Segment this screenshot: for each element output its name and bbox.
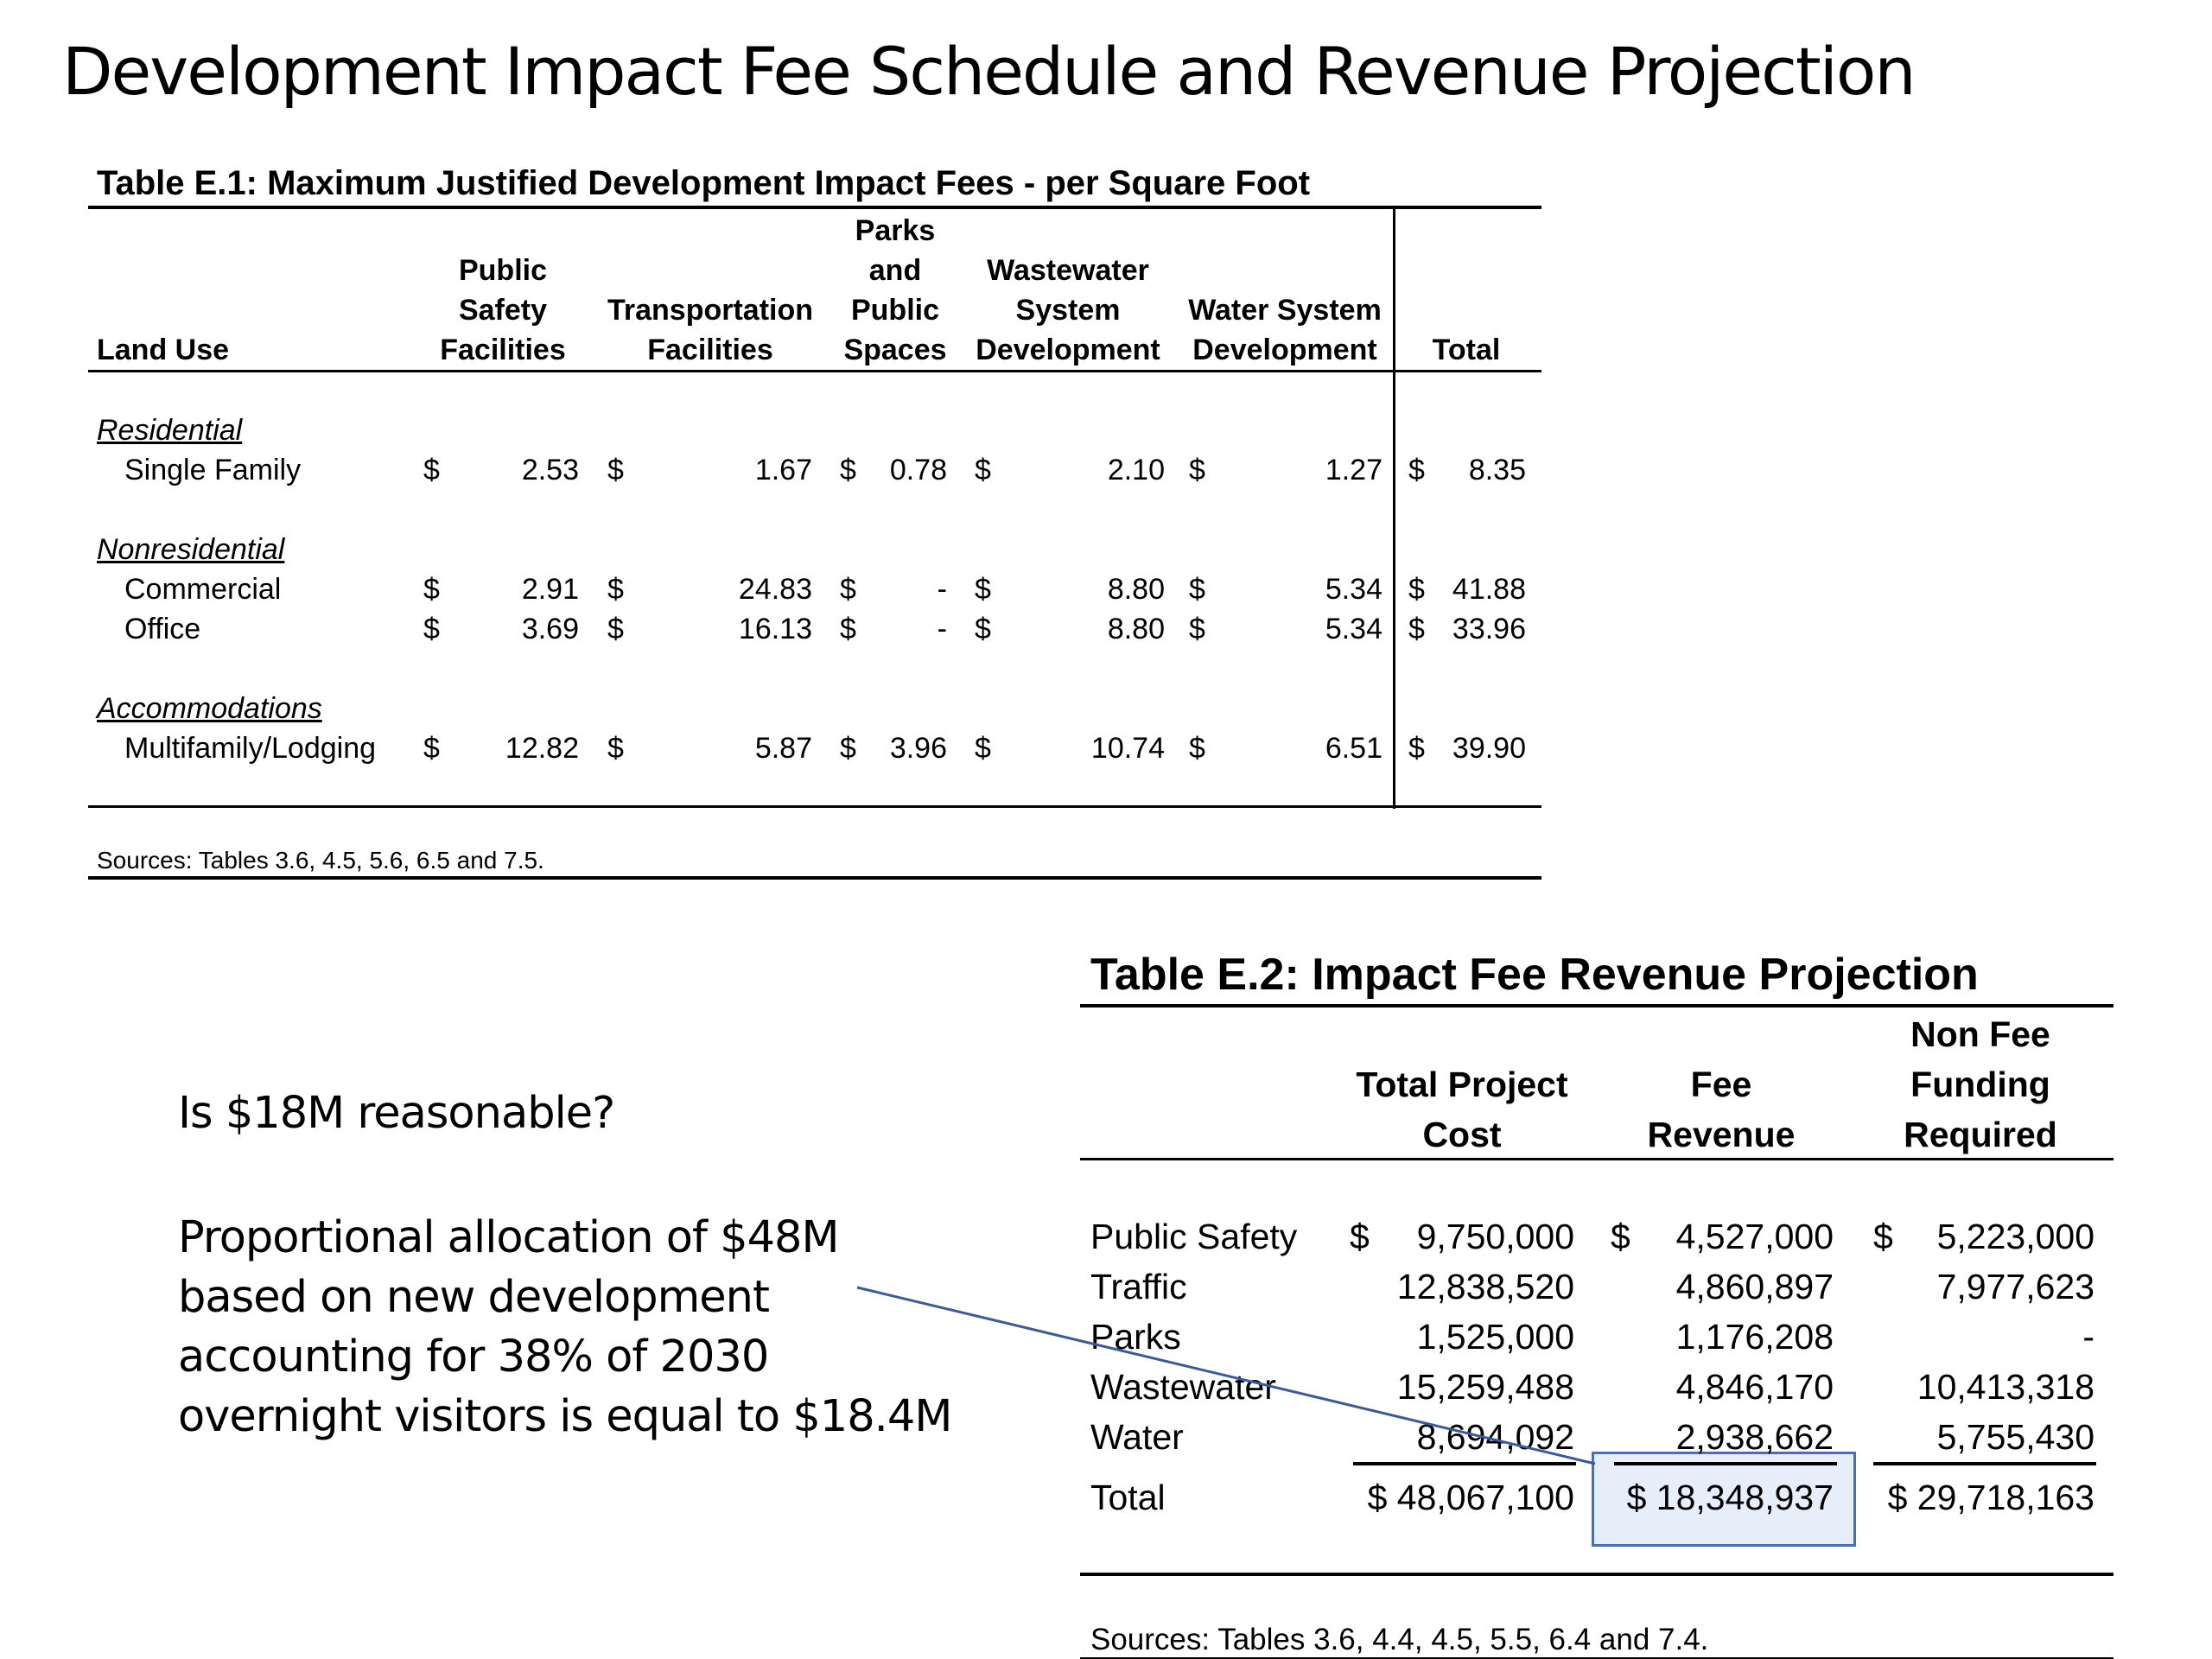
header-total: Total — [1432, 334, 1501, 366]
table-e2-bottom-rule — [1080, 1573, 2113, 1576]
header-fee-revenue: Fee Revenue — [1647, 1065, 1796, 1154]
table-e1-header-rule — [88, 370, 1541, 372]
table-e1-source: Sources: Tables 3.6, 4.5, 5.6, 6.5 and 7… — [97, 847, 544, 874]
subtotal-rule-cost — [1353, 1462, 1576, 1465]
table-e1-total-divider — [1393, 207, 1395, 809]
table-e2-title: Table E.2: Impact Fee Revenue Projection — [1090, 950, 1979, 1000]
header-land-use: Land Use — [97, 334, 230, 366]
table-e2-top-rule — [1080, 1004, 2113, 1007]
header-total-project-cost: Total Project Cost — [1356, 1065, 1568, 1154]
table-e1-top-rule — [88, 206, 1541, 209]
table-e1-end-rule — [88, 876, 1541, 880]
slide-title: Development Impact Fee Schedule and Reve… — [62, 33, 1916, 110]
header-non-fee-funding: Non Fee Funding Required — [1904, 1014, 2057, 1154]
table-e2-end-rule — [1080, 1657, 2113, 1659]
header-public-safety: Public Safety Facilities — [440, 254, 566, 366]
section-nonresidential: Nonresidential — [97, 533, 285, 566]
section-residential: Residential — [97, 414, 243, 447]
subtotal-rule-fee — [1614, 1462, 1837, 1465]
question-text: Is $18M reasonable? — [178, 1088, 615, 1139]
subtotal-rule-nonfee — [1873, 1462, 2096, 1465]
table-e2-source: Sources: Tables 3.6, 4.4, 4.5, 5.5, 6.4 … — [1090, 1623, 1709, 1656]
header-wastewater: Wastewater System Development — [976, 254, 1160, 366]
fee-total-highlight-box — [1592, 1452, 1856, 1547]
table-e2-header-rule — [1080, 1158, 2113, 1160]
header-water: Water System Development — [1188, 294, 1382, 366]
section-accommodations: Accommodations — [97, 692, 322, 725]
header-parks: Parks and Public Spaces — [843, 214, 947, 366]
table-e1-title: Table E.1: Maximum Justified Development… — [97, 164, 1311, 202]
table-e1-bottom-rule — [88, 805, 1541, 808]
header-transportation: Transportation Facilities — [607, 294, 814, 366]
